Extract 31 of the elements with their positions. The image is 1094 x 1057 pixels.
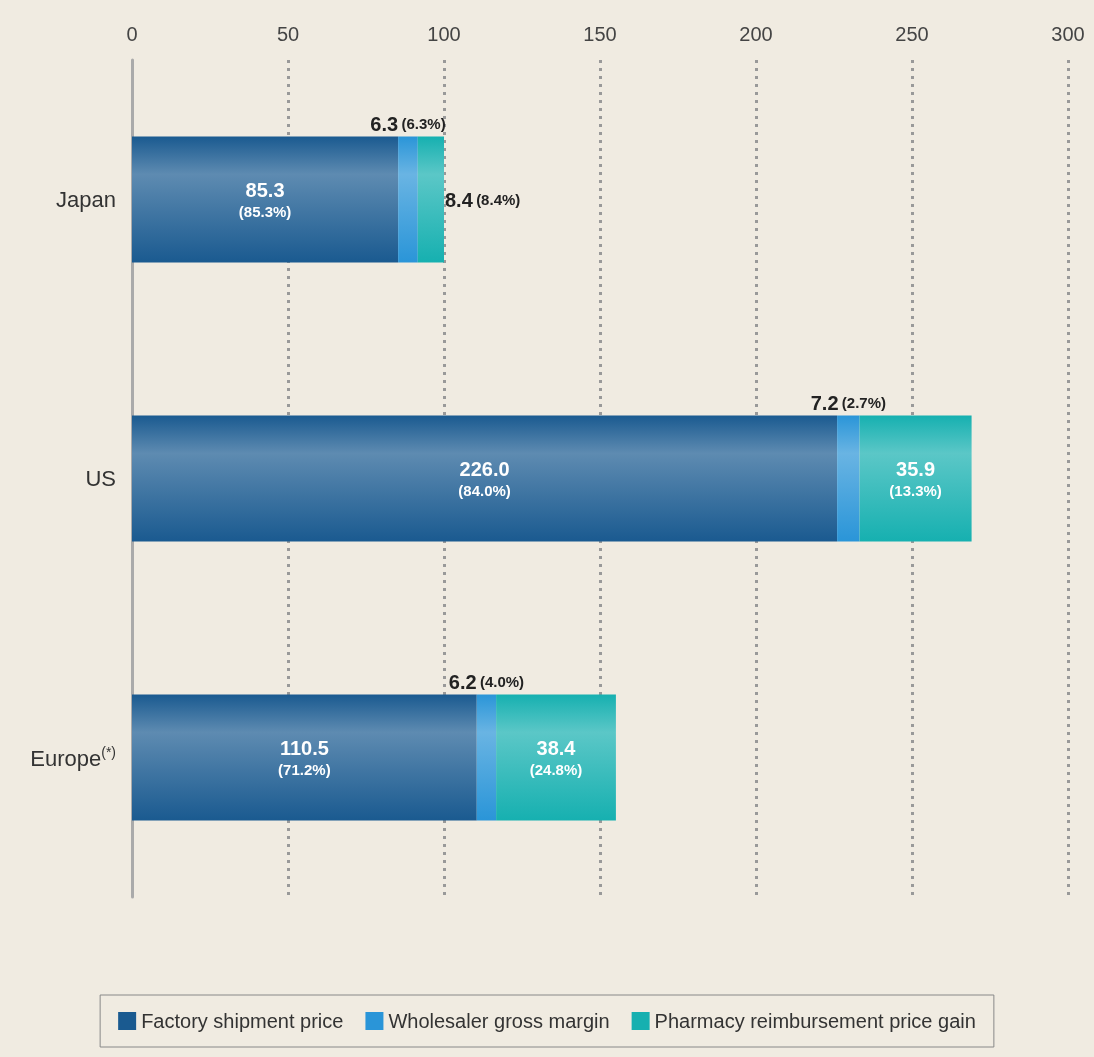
data-label: 6.2 (4.0%) (448, 670, 525, 693)
x-tick-label: 0 (126, 23, 138, 45)
legend-label: Factory shipment price (141, 1010, 344, 1032)
bar (496, 694, 616, 821)
bar (837, 415, 860, 542)
data-label: 110.5 (71.2%) (278, 736, 331, 778)
bar (859, 415, 972, 542)
x-tick-label: 150 (583, 23, 617, 45)
x-tick-label: 250 (895, 23, 929, 45)
data-label: 226.0 (84.0%) (458, 457, 511, 499)
bar (132, 694, 477, 821)
legend-label: Pharmacy reimbursement price gain (654, 1010, 976, 1032)
bar (132, 415, 838, 542)
bar (417, 136, 444, 263)
bar (132, 136, 399, 263)
y-tick-label: Europe$^{(*)}$ (30, 743, 116, 772)
data-label: 38.4 (24.8%) (529, 736, 583, 778)
data-label: 7.2 (2.7%) (810, 391, 887, 414)
y-tick-label: Japan (56, 186, 116, 213)
data-label: 35.9 (13.3%) (889, 457, 942, 499)
bar (476, 694, 497, 821)
data-label: 8.4 (8.4%) (445, 188, 521, 211)
data-label: 6.3 (6.3%) (370, 112, 446, 135)
y-tick-label: US (85, 465, 116, 492)
x-tick-label: 50 (276, 23, 300, 45)
x-tick-label: 200 (739, 23, 773, 45)
x-tick-label: 100 (427, 23, 461, 45)
x-tick-label: 300 (1051, 23, 1085, 45)
legend-label: Wholesaler gross margin (388, 1010, 610, 1032)
data-label: 85.3 (85.3%) (238, 178, 292, 220)
bar (398, 136, 418, 263)
